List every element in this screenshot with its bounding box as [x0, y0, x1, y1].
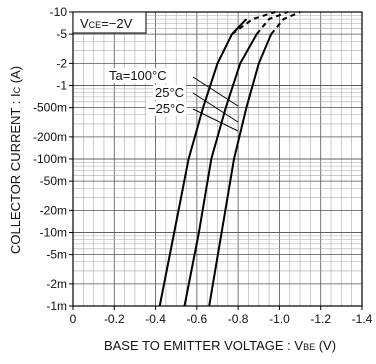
y-axis-title: COLLECTOR CURRENT : IC (A) [8, 66, 23, 254]
x-tick-label: -1.2 [310, 312, 331, 326]
condition-sub: CE [89, 20, 102, 30]
series-label-bg [153, 85, 187, 100]
condition-box [72, 11, 147, 34]
y-tick-label: -100m [33, 152, 67, 166]
y-tick-label: -200m [33, 130, 67, 144]
y-tick-label: -5m [46, 248, 67, 262]
y-tick-label: -2 [56, 56, 67, 70]
y-tick-label: -2m [46, 277, 67, 291]
series-dashed-1 [255, 11, 289, 35]
x-tick-label: -0.6 [187, 312, 208, 326]
series-leader-line [192, 108, 239, 132]
x-tick-label: -0.4 [145, 312, 166, 326]
tick-label-layer: 0 -0.2 -0.4 -0.6 -0.8 -1.0 -1.2 -1.4 -10 -5 -2 -1 -5… [33, 5, 373, 326]
series-label: −25°C [148, 101, 185, 116]
y-tick-label: -1 [56, 79, 67, 93]
series-leader-line [192, 92, 239, 123]
series-label: Ta=100°C [109, 68, 167, 83]
x-axis-title-sub: BE [303, 342, 315, 352]
condition-label: VCE=−2V [80, 16, 133, 31]
x-tick-label: -1.4 [352, 312, 373, 326]
x-axis-title: BASE TO EMITTER VOLTAGE : VBE (V) [104, 338, 336, 353]
series-label: 25°C [155, 85, 184, 100]
y-axis-title-unit: (A) [8, 66, 23, 87]
condition-main: V [80, 16, 89, 31]
series-dashed-2 [270, 11, 301, 35]
y-tick-label: -5 [56, 27, 67, 41]
series-line-1 [183, 33, 258, 307]
y-tick-label: -20m [40, 203, 67, 217]
frame-layer [69, 11, 363, 310]
series-line-2 [208, 33, 273, 307]
curve-layer [158, 11, 301, 307]
series-label-bg [107, 68, 169, 83]
x-axis-title-main: BASE TO EMITTER VOLTAGE : V [104, 338, 303, 353]
y-axis-title-sub: C [12, 86, 22, 93]
x-tick-label: -0.2 [104, 312, 125, 326]
condition-rest: =−2V [101, 16, 132, 31]
series-label-bg [146, 101, 187, 116]
y-axis-title-main: COLLECTOR CURRENT : I [8, 93, 23, 254]
x-tick-label: -0.8 [228, 312, 249, 326]
y-tick-label: -10m [40, 226, 67, 240]
x-axis-title-unit: (V) [315, 338, 336, 353]
x-tick-label: 0 [70, 312, 77, 326]
grid-layer [72, 11, 363, 307]
annotation-layer: Ta=100°C 25°C−25°C [107, 68, 239, 132]
y-tick-label: -50m [40, 174, 67, 188]
series-leader-line [192, 76, 239, 107]
y-tick-label: -500m [33, 101, 67, 115]
y-tick-label: -1m [46, 299, 67, 313]
y-tick-label: -10 [50, 5, 68, 19]
x-tick-label: -1.0 [269, 312, 290, 326]
